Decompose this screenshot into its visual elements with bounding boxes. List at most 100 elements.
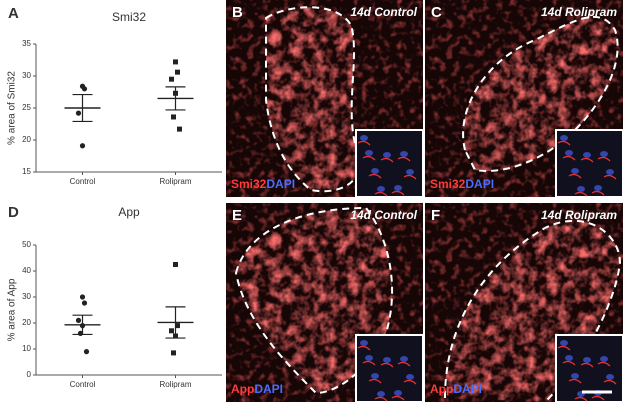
fiber: [562, 360, 576, 366]
stain-name: DAPI: [453, 382, 482, 396]
nucleus: [406, 169, 414, 175]
fiber: [603, 174, 617, 180]
micrograph: F 14d Rolipram AppDAPI: [425, 203, 623, 402]
nucleus: [400, 151, 408, 157]
image-content: [425, 203, 623, 402]
data-point: [173, 262, 178, 267]
nucleus: [600, 151, 608, 157]
stain-name: DAPI: [266, 177, 295, 191]
y-tick-label: 20: [22, 135, 31, 144]
fiber: [380, 157, 394, 163]
nucleus: [360, 340, 368, 346]
region-outline: [265, 6, 363, 193]
data-point: [79, 143, 86, 149]
fiber: [568, 173, 582, 179]
chart: A Smi32 % area of Smi32 15 20 25 30 35 Control Ro…: [7, 5, 222, 186]
fiber: [403, 174, 417, 180]
stain-name: DAPI: [465, 177, 494, 191]
nucleus: [383, 152, 391, 158]
nucleus: [371, 373, 379, 379]
nucleus: [394, 390, 402, 396]
y-tick-label: 0: [27, 370, 32, 379]
nucleus: [360, 135, 368, 141]
micrograph: C 14d Rolipram Smi32DAPI: [425, 0, 623, 197]
y-tick-label: 20: [22, 318, 31, 327]
data-point: [177, 126, 182, 132]
nucleus: [377, 186, 385, 192]
chart: D App % area of App 0 10 20 30 40 50 Control Rolip…: [7, 204, 222, 389]
error-bar: [72, 314, 93, 336]
y-axis-label: % area of Smi32: [7, 71, 18, 145]
fiber: [397, 156, 411, 162]
inset: [355, 334, 423, 402]
fiber: [574, 191, 588, 197]
y-tick-label: 30: [22, 71, 31, 80]
nucleus: [365, 150, 373, 156]
data-point: [169, 76, 174, 82]
fiber: [403, 379, 417, 385]
fiber: [597, 156, 611, 162]
nucleus: [600, 356, 608, 362]
inset: [555, 129, 623, 197]
panel-letter: D: [8, 204, 19, 221]
nucleus: [400, 356, 408, 362]
nucleus: [560, 135, 568, 141]
data-point: [81, 300, 88, 306]
fiber: [357, 140, 371, 146]
data-point: [83, 349, 90, 355]
fiber: [562, 155, 576, 161]
image-content: [226, 203, 423, 402]
image-title: 14d Rolipram: [541, 5, 617, 19]
panel-letter: C: [431, 4, 442, 21]
fiber: [591, 395, 605, 401]
stain-name: DAPI: [254, 382, 283, 396]
y-tick-label: 25: [22, 103, 31, 112]
fiber: [557, 345, 571, 351]
fiber: [397, 361, 411, 367]
panel-letter: F: [431, 207, 440, 224]
region-outline: [462, 15, 619, 172]
fiber: [368, 378, 382, 384]
nucleus: [560, 340, 568, 346]
data-point: [173, 59, 178, 65]
nucleus: [383, 357, 391, 363]
x-tick-label: Control: [70, 177, 96, 186]
fiber: [380, 362, 394, 368]
nucleus: [606, 374, 614, 380]
data-point: [175, 323, 180, 329]
stain-name: Smi32: [231, 177, 267, 191]
data-point: [81, 86, 88, 92]
data-point: [171, 114, 176, 120]
x-tick-label: Control: [70, 380, 96, 389]
nucleus: [377, 391, 385, 397]
data-point: [75, 110, 82, 116]
stain-name: App: [430, 382, 453, 396]
fiber: [391, 395, 405, 401]
data-point: [175, 69, 180, 75]
stain-label: AppDAPI: [231, 382, 283, 396]
stain-label: AppDAPI: [430, 382, 482, 396]
fiber: [603, 379, 617, 385]
nucleus: [583, 152, 591, 158]
nucleus: [394, 185, 402, 191]
nucleus: [571, 373, 579, 379]
chart-title: App: [118, 205, 140, 219]
chart-title: Smi32: [112, 10, 146, 24]
fiber: [574, 396, 588, 402]
region-outline: [444, 219, 622, 402]
y-tick-label: 50: [22, 240, 31, 249]
panel-letter: A: [8, 5, 19, 22]
error-bar: [165, 306, 186, 339]
data-point: [79, 294, 86, 300]
fiber: [591, 190, 605, 196]
region-outline: [234, 206, 394, 395]
nucleus: [594, 185, 602, 191]
error-bar: [165, 86, 186, 111]
x-tick-label: Rolipram: [159, 380, 191, 389]
nucleus: [365, 355, 373, 361]
y-tick-label: 15: [22, 167, 31, 176]
fiber: [580, 157, 594, 163]
nucleus: [371, 168, 379, 174]
fiber: [362, 360, 376, 366]
